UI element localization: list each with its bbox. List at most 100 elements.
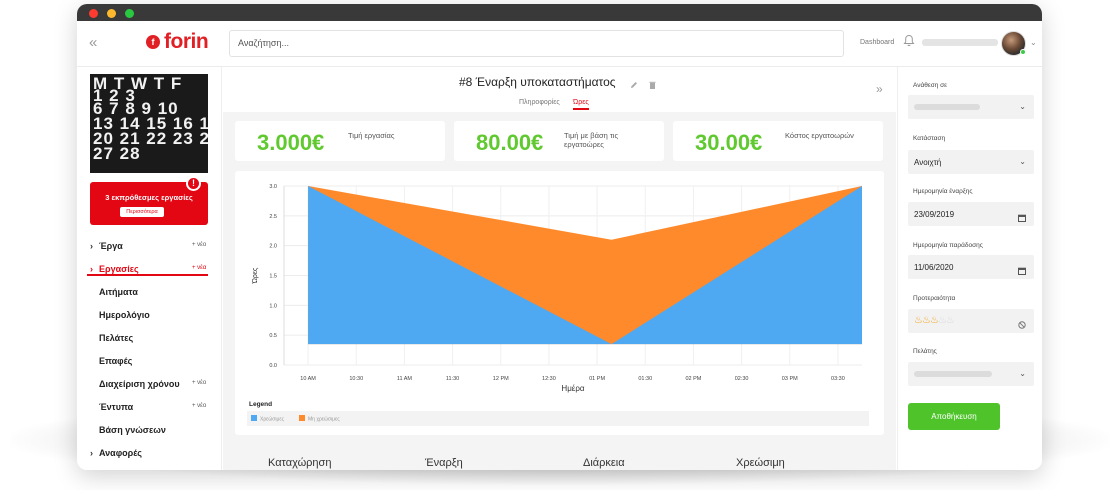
legend-swatch[interactable]: [299, 415, 305, 421]
chevron-down-icon: ⌄: [1019, 157, 1026, 166]
sidebar-item-label: Αιτήματα: [99, 287, 138, 297]
clear-priority-icon[interactable]: [1018, 316, 1026, 334]
legend-title: Legend: [249, 401, 272, 408]
customer-select[interactable]: ⌄: [908, 362, 1034, 386]
y-tick-label: 2.0: [269, 244, 277, 250]
calendar-row: 20 21 22 23 24: [93, 129, 208, 148]
tab-info[interactable]: Πληροφορίες: [519, 99, 560, 106]
user-name[interactable]: [922, 39, 998, 46]
sidebar-item-label: Βάση γνώσεων: [99, 425, 166, 435]
stat-card-hourly-price: 80.00€ Τιμή με βάση τις εργατοώρες: [454, 121, 664, 161]
flame-icon-inactive[interactable]: ♨: [937, 315, 947, 326]
add-form-link[interactable]: + νέο: [192, 403, 207, 409]
column-header-duration[interactable]: Διάρκεια: [583, 457, 625, 469]
legend-label[interactable]: Μη χρεώσιμες: [308, 416, 340, 423]
overdue-alert-text: 3 εκπρόθεσμες εργασίες: [105, 193, 193, 202]
stat-label: Τιμή εργασίας: [348, 131, 395, 140]
alert-badge-icon: !: [186, 176, 201, 191]
sidebar-item-label: Εργασίες: [99, 264, 139, 274]
stat-value: 30.00€: [695, 130, 763, 155]
logo[interactable]: f forin: [146, 30, 209, 53]
sidebar-item-calendar[interactable]: Ημερολόγιο: [87, 310, 212, 324]
maximize-window-button[interactable]: [125, 9, 134, 18]
sidebar-item-reports[interactable]: › Αναφορές: [87, 448, 212, 462]
priority-selector[interactable]: ♨♨♨♨♨: [908, 309, 1034, 333]
save-button[interactable]: Αποθήκευση: [908, 403, 1000, 430]
column-header-entry[interactable]: Καταχώρηση: [268, 457, 332, 469]
add-time-entry-link[interactable]: + νέο: [192, 380, 207, 386]
chevron-down-icon[interactable]: ⌄: [1030, 38, 1037, 47]
sidebar-item-contacts[interactable]: Επαφές: [87, 356, 212, 370]
column-header-billable[interactable]: Χρεώσιμη: [736, 457, 785, 469]
series-area-billable[interactable]: [308, 186, 862, 345]
due-date-field[interactable]: 11/06/2020: [908, 255, 1034, 279]
sidebar-item-label: Διαχείριση χρόνου: [99, 379, 180, 389]
sidebar-item-forms[interactable]: Έντυπα + νέο: [87, 402, 212, 416]
sidebar-item-requests[interactable]: Αιτήματα: [87, 287, 212, 301]
due-date-value: 11/06/2020: [914, 263, 954, 272]
chevron-down-icon: ⌄: [1019, 102, 1026, 111]
x-tick-label: 10 AM: [300, 376, 316, 382]
tab-hours[interactable]: Ώρες: [573, 99, 589, 106]
x-tick-label: 03:30: [831, 376, 845, 382]
x-tick-label: 10:30: [349, 376, 363, 382]
y-axis-label: Ώρες: [252, 267, 259, 284]
status-value: Ανοιχτή: [914, 158, 942, 167]
y-tick-label: 0.5: [269, 333, 277, 339]
assignee-value: [914, 104, 980, 110]
double-chevron-left-icon[interactable]: «: [89, 34, 98, 51]
status-select[interactable]: Ανοιχτή ⌄: [908, 150, 1034, 174]
task-header: #8 Έναρξη υποκαταστήματος Πληροφορίες Ώρ…: [223, 67, 896, 112]
calendar-row: 1 2 3: [93, 86, 136, 105]
y-tick-label: 2.5: [269, 214, 277, 220]
calendar-image: M T W T F 1 2 3 6 7 8 9 10 13 14 15 16 1…: [90, 74, 208, 173]
minimize-window-button[interactable]: [107, 9, 116, 18]
sidebar-item-label: Επαφές: [99, 356, 133, 366]
sidebar-item-label: Έντυπα: [99, 402, 134, 412]
pencil-icon[interactable]: [630, 76, 638, 94]
sidebar-item-projects[interactable]: › Έργα + νέο: [87, 241, 212, 255]
main-content: #8 Έναρξη υποκαταστήματος Πληροφορίες Ώρ…: [223, 67, 896, 470]
calendar-icon[interactable]: [1018, 209, 1026, 227]
online-status-dot: [1020, 49, 1026, 55]
sidebar-item-tasks[interactable]: › Εργασίες + νέα: [87, 264, 212, 278]
flame-icon-active[interactable]: ♨: [914, 315, 923, 326]
flame-icon-inactive[interactable]: ♨: [945, 315, 955, 326]
app-window: « f forin Αναζήτηση... Dashboard ⌄ M T W…: [77, 4, 1042, 470]
flame-icon-active[interactable]: ♨: [929, 315, 939, 326]
priority-flames[interactable]: ♨♨♨♨♨: [914, 315, 955, 326]
stat-card-labor-cost: 30.00€ Κόστος εργατοωρών: [673, 121, 883, 161]
task-details-panel: Ανάθεση σε ⌄ Κατάσταση Ανοιχτή ⌄ Ημερομη…: [897, 67, 1042, 470]
add-project-link[interactable]: + νέο: [192, 242, 207, 248]
calendar-row: 27 28: [93, 144, 141, 163]
flame-icon-active[interactable]: ♨: [921, 315, 931, 326]
double-chevron-right-icon[interactable]: »: [876, 82, 883, 96]
top-bar: « f forin Αναζήτηση... Dashboard ⌄: [77, 21, 1042, 67]
legend-label[interactable]: Χρεώσιμες: [260, 416, 285, 423]
start-date-field[interactable]: 23/09/2019: [908, 202, 1034, 226]
assigned-label: Ανάθεση σε: [913, 82, 948, 89]
x-tick-label: 01 PM: [589, 376, 605, 382]
sidebar-item-customers[interactable]: Πελάτες: [87, 333, 212, 347]
sidebar-item-knowledge-base[interactable]: Βάση γνώσεων: [87, 425, 212, 439]
assignee-select[interactable]: ⌄: [908, 95, 1034, 119]
search-input[interactable]: Αναζήτηση...: [229, 30, 844, 57]
bell-icon[interactable]: [903, 34, 915, 52]
more-button[interactable]: Περισσότερα: [120, 207, 164, 217]
x-tick-label: 11 AM: [397, 376, 413, 382]
add-task-link[interactable]: + νέα: [192, 265, 207, 271]
sidebar-item-time-management[interactable]: Διαχείριση χρόνου + νέο: [87, 379, 212, 393]
close-window-button[interactable]: [89, 9, 98, 18]
x-tick-label: 11:30: [446, 376, 459, 382]
calendar-icon[interactable]: [1018, 262, 1026, 280]
column-header-start[interactable]: Έναρξη: [425, 457, 463, 469]
chevron-right-icon: ›: [90, 241, 93, 251]
trash-icon[interactable]: [649, 76, 656, 94]
stat-value: 80.00€: [476, 130, 544, 155]
dashboard-link[interactable]: Dashboard: [860, 39, 895, 46]
title-bar: [77, 4, 1042, 21]
chevron-right-icon: ›: [90, 448, 93, 458]
stat-card-task-price: 3.000€ Τιμή εργασίας: [235, 121, 445, 161]
y-tick-label: 1.0: [269, 303, 277, 309]
legend-swatch[interactable]: [251, 415, 257, 421]
